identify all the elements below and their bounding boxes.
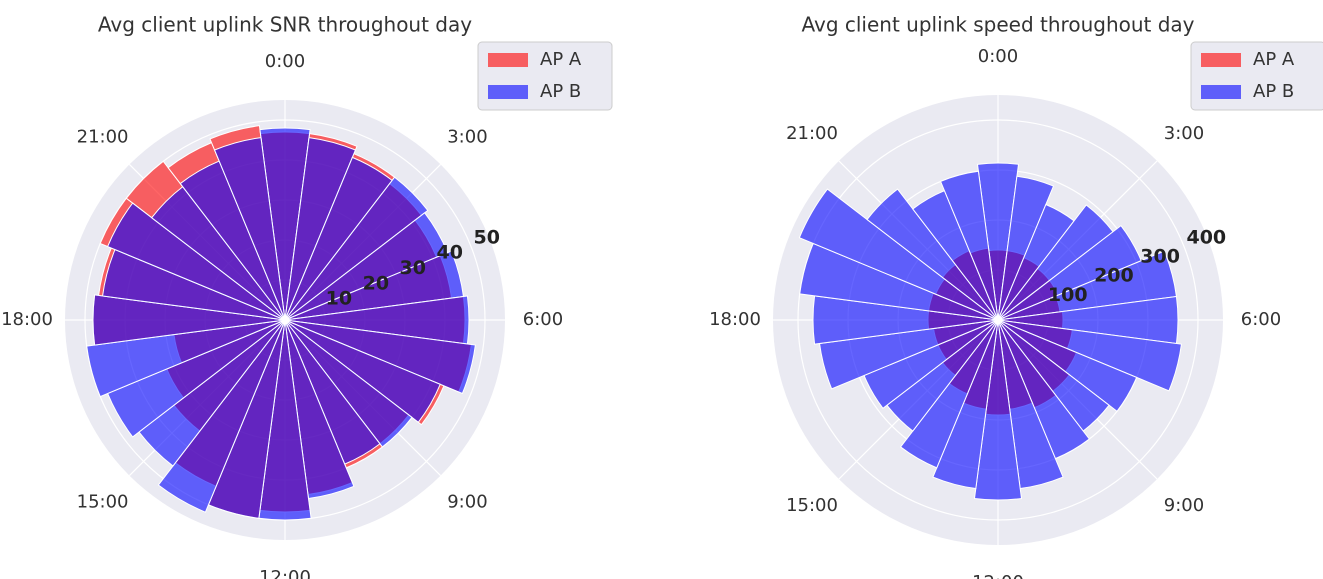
theta-label: 15:00 — [77, 491, 129, 512]
theta-label: 12:00 — [972, 572, 1024, 579]
theta-label: 9:00 — [1164, 495, 1204, 516]
radial-tick-label: 10 — [326, 288, 352, 310]
bar-wedge — [86, 319, 286, 398]
polar-chart: Avg client uplink SNR throughout day 0:00… — [1, 13, 613, 579]
polar-chart: Avg client uplink speed throughout day 0:… — [709, 13, 1323, 579]
bar-wedge — [284, 319, 476, 395]
radial-tick-label: 20 — [363, 272, 389, 294]
radial-tick-label: 40 — [437, 242, 463, 264]
theta-label: 6:00 — [523, 309, 563, 330]
radial-tick-label: 200 — [1094, 265, 1134, 287]
legend-swatch — [488, 85, 528, 99]
bar-wedge — [798, 188, 999, 321]
bar-wedge — [106, 202, 286, 321]
radial-tick-label: 50 — [473, 226, 499, 248]
radial-tick-label: 100 — [1048, 284, 1088, 306]
theta-label: 21:00 — [77, 127, 129, 148]
bar-wedge — [932, 319, 999, 490]
legend-label: AP A — [1253, 49, 1295, 70]
theta-label: 21:00 — [786, 123, 838, 144]
theta-label: 12:00 — [259, 567, 311, 579]
bar-wedge — [997, 319, 1182, 392]
theta-label: 18:00 — [1, 309, 53, 330]
theta-label: 0:00 — [265, 51, 305, 72]
radial-tick-label: 300 — [1140, 246, 1180, 268]
bar-wedge — [997, 319, 1138, 413]
bar-wedge — [213, 137, 286, 321]
bar-wedge — [939, 170, 999, 321]
bar-wedge — [92, 294, 286, 346]
bar-wedge — [973, 319, 1023, 501]
chart-title: Avg client uplink speed throughout day — [801, 13, 1194, 37]
chart-title: Avg client uplink SNR throughout day — [98, 13, 472, 37]
legend-swatch — [1201, 53, 1241, 67]
radial-tick-label: 30 — [400, 257, 426, 279]
bar-wedge — [976, 162, 1020, 321]
theta-label: 6:00 — [1241, 309, 1281, 330]
theta-label: 9:00 — [447, 491, 487, 512]
legend-label: AP B — [1253, 81, 1294, 102]
bar-wedge — [284, 176, 429, 321]
radial-tick-label: 400 — [1186, 226, 1226, 248]
bar-wedge — [284, 319, 441, 423]
bar-wedge — [284, 137, 357, 321]
theta-label: 15:00 — [786, 495, 838, 516]
bar-wedge — [157, 319, 286, 513]
theta-label: 3:00 — [1164, 123, 1204, 144]
theta-label: 0:00 — [978, 46, 1018, 67]
legend-swatch — [1201, 85, 1241, 99]
bar-wedge — [866, 188, 999, 321]
bar-wedge — [259, 127, 311, 321]
bar-wedge — [997, 175, 1055, 321]
bar-wedge — [284, 319, 413, 448]
theta-label: 18:00 — [709, 309, 761, 330]
legend-label: AP B — [540, 81, 581, 102]
legend-label: AP A — [540, 49, 582, 70]
bar-wedge — [899, 319, 999, 469]
legend-swatch — [488, 53, 528, 67]
theta-label: 3:00 — [447, 127, 487, 148]
